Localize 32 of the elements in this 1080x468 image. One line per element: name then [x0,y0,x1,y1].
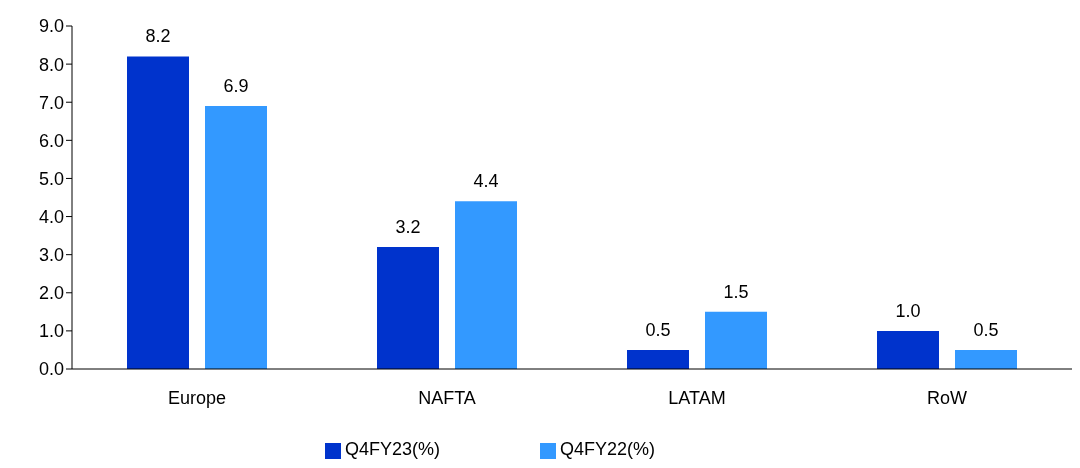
y-tick-label: 9.0 [38,16,64,37]
bar [127,56,189,369]
x-tick-label: NAFTA [418,387,476,408]
data-label: 0.5 [973,319,999,340]
y-tick-label: 4.0 [38,206,64,227]
y-tick-label: 3.0 [38,245,64,266]
bar [705,311,767,369]
legend-label: Q4FY22(%) [560,439,656,459]
x-tick-label: RoW [927,387,968,408]
data-label: 8.2 [145,26,171,47]
bar [877,330,939,369]
bar [455,201,517,369]
data-label: 1.5 [723,281,749,302]
bar [955,349,1017,369]
y-tick-label: 2.0 [38,283,64,304]
y-tick-label: 8.0 [38,54,64,75]
data-label: 0.5 [645,319,671,340]
data-label: 3.2 [395,217,421,238]
y-tick-label: 0.0 [38,359,64,380]
data-label: 6.9 [223,76,249,97]
data-label: 4.4 [473,171,499,192]
y-tick-label: 6.0 [38,130,64,151]
bar [377,247,439,369]
legend-label: Q4FY23(%) [344,439,440,459]
y-tick-label: 1.0 [38,321,64,342]
data-label: 1.0 [895,300,921,321]
x-tick-label: Europe [167,387,227,408]
x-tick-label: LATAM [668,387,726,408]
bar [205,106,267,369]
y-tick-label: 5.0 [38,168,64,189]
bar [627,349,689,369]
y-tick-label: 7.0 [38,92,64,113]
